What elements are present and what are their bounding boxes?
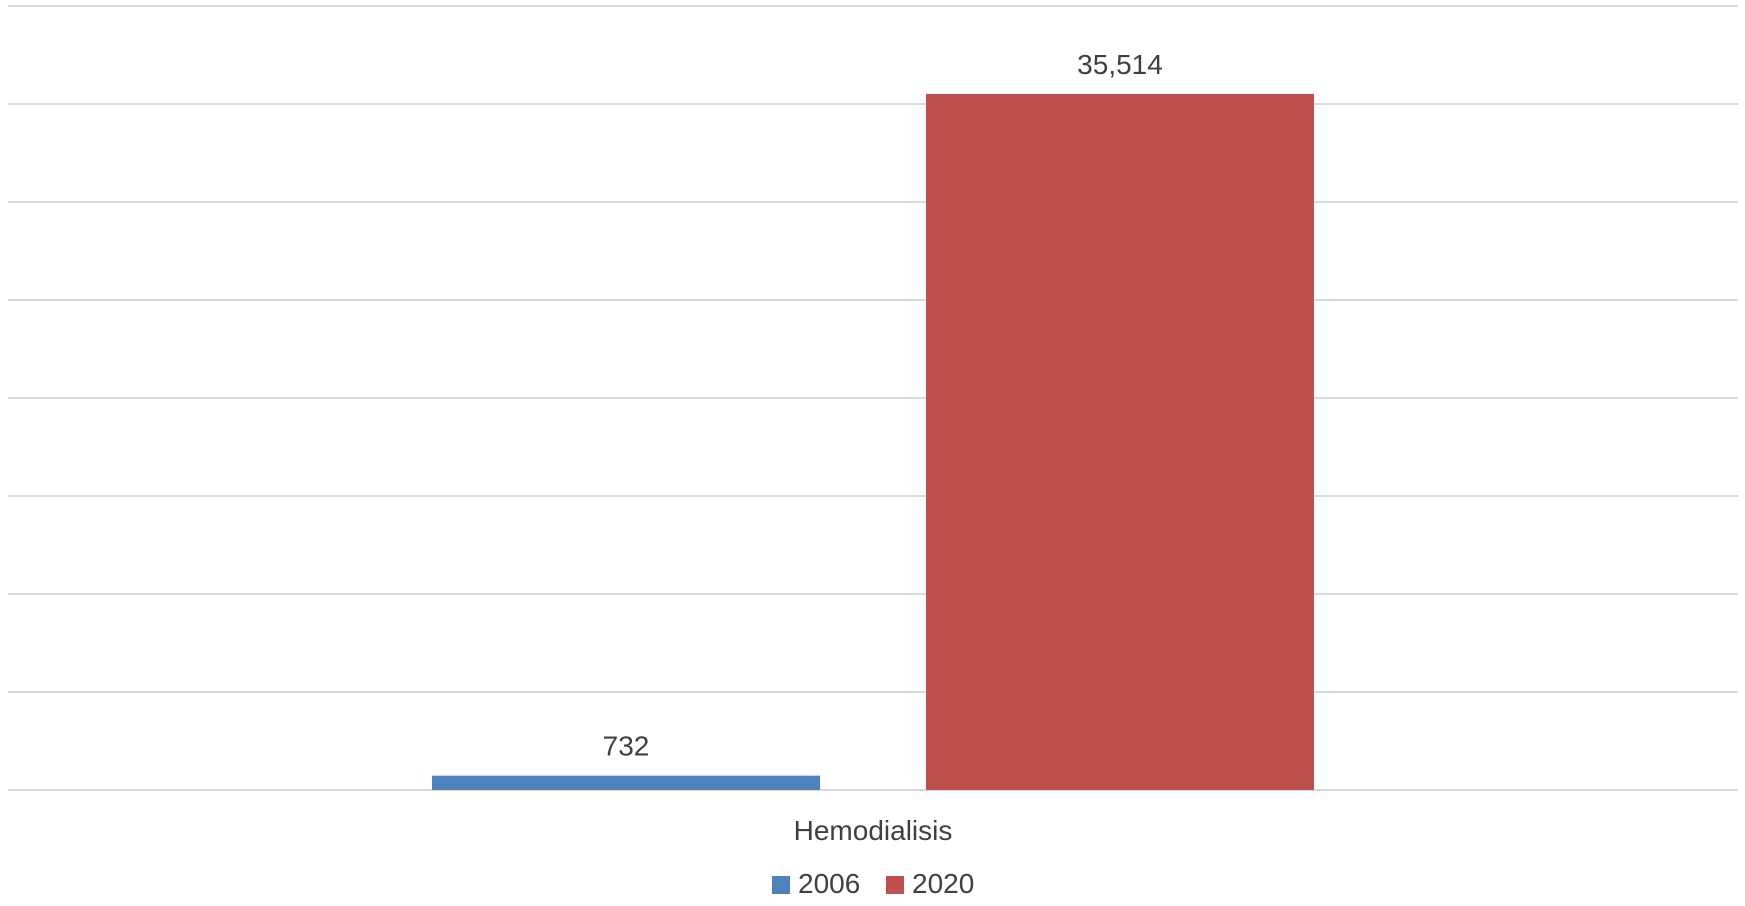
data-labels: 732 35,514 (603, 49, 1163, 762)
legend-swatch-2020 (886, 876, 904, 894)
data-label-2020: 35,514 (1077, 49, 1163, 80)
legend-label-2006: 2006 (798, 868, 860, 899)
bar-2006 (432, 775, 820, 790)
legend: 2006 2020 (772, 868, 974, 899)
data-label-2006: 732 (603, 731, 650, 762)
bars (432, 93, 1314, 790)
legend-label-2020: 2020 (912, 868, 974, 899)
category-labels: Hemodialisis (794, 815, 953, 846)
category-label: Hemodialisis (794, 815, 953, 846)
bar-2020 (926, 93, 1314, 790)
gridlines (8, 5, 1738, 791)
legend-swatch-2006 (772, 876, 790, 894)
